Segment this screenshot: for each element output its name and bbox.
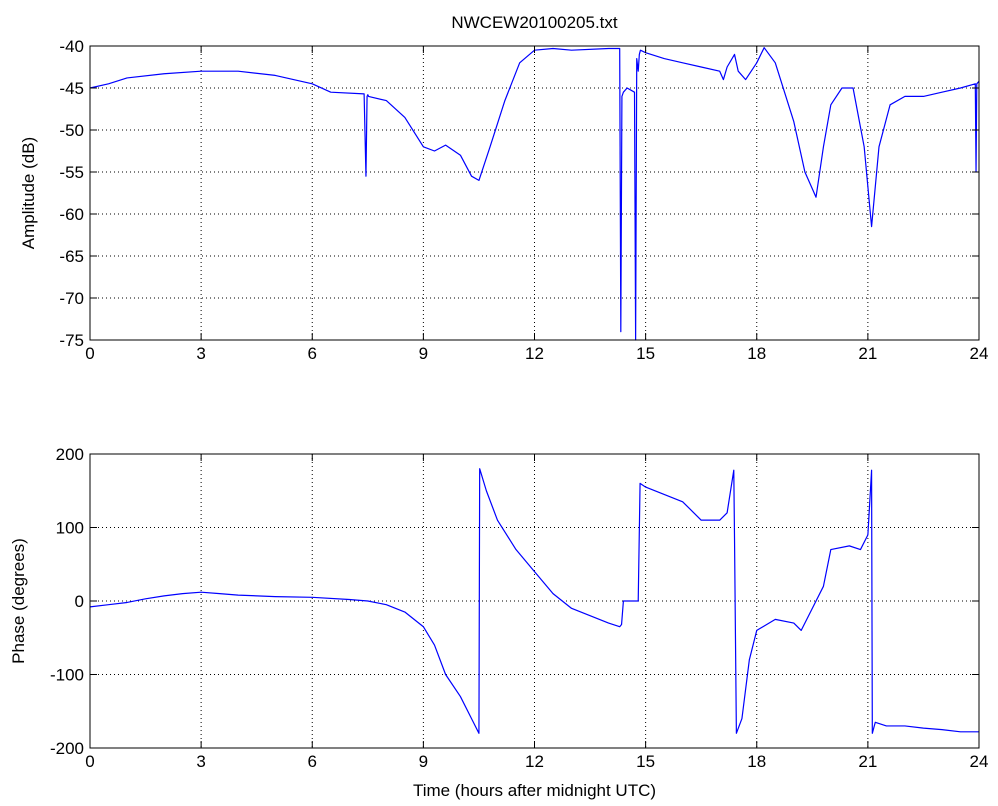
phase-y-axis-label: Phase (degrees) xyxy=(9,538,28,664)
x-tick-label: 12 xyxy=(525,344,544,363)
x-axis-label: Time (hours after midnight UTC) xyxy=(413,781,656,800)
y-tick-label: 200 xyxy=(56,445,84,464)
x-tick-label: 15 xyxy=(636,752,655,771)
x-tick-label: 6 xyxy=(308,752,317,771)
y-tick-label: -60 xyxy=(59,205,84,224)
x-tick-label: 15 xyxy=(636,344,655,363)
phase-chart: Phase (degrees) Time (hours after midnig… xyxy=(9,445,988,800)
x-tick-label: 18 xyxy=(747,752,766,771)
x-tick-label: 21 xyxy=(858,752,877,771)
x-tick-label: 21 xyxy=(858,344,877,363)
y-tick-label: -50 xyxy=(59,121,84,140)
x-tick-label: 24 xyxy=(970,344,989,363)
x-tick-label: 3 xyxy=(196,752,205,771)
x-tick-label: 0 xyxy=(85,344,94,363)
series-line xyxy=(89,468,979,734)
amplitude-y-axis-label: Amplitude (dB) xyxy=(19,137,38,249)
x-tick-label: 12 xyxy=(525,752,544,771)
y-tick-label: -70 xyxy=(59,289,84,308)
x-tick-label: 9 xyxy=(419,344,428,363)
x-tick-label: 0 xyxy=(85,752,94,771)
y-tick-label: -55 xyxy=(59,163,84,182)
y-tick-label: 0 xyxy=(75,592,84,611)
y-tick-label: -45 xyxy=(59,79,84,98)
x-tick-label: 6 xyxy=(308,344,317,363)
x-tick-label: 24 xyxy=(970,752,989,771)
y-tick-label: -100 xyxy=(50,666,84,685)
x-tick-label: 18 xyxy=(747,344,766,363)
x-tick-label: 9 xyxy=(419,752,428,771)
x-tick-label: 3 xyxy=(196,344,205,363)
y-tick-label: -200 xyxy=(50,739,84,758)
y-tick-label: -65 xyxy=(59,247,84,266)
y-tick-label: -75 xyxy=(59,331,84,350)
y-tick-label: -40 xyxy=(59,37,84,56)
y-tick-label: 100 xyxy=(56,519,84,538)
chart-title: NWCEW20100205.txt xyxy=(451,13,618,32)
series-line xyxy=(89,47,980,341)
amplitude-chart: NWCEW20100205.txt Amplitude (dB) 0 3 6 9 12 1… xyxy=(19,13,988,363)
